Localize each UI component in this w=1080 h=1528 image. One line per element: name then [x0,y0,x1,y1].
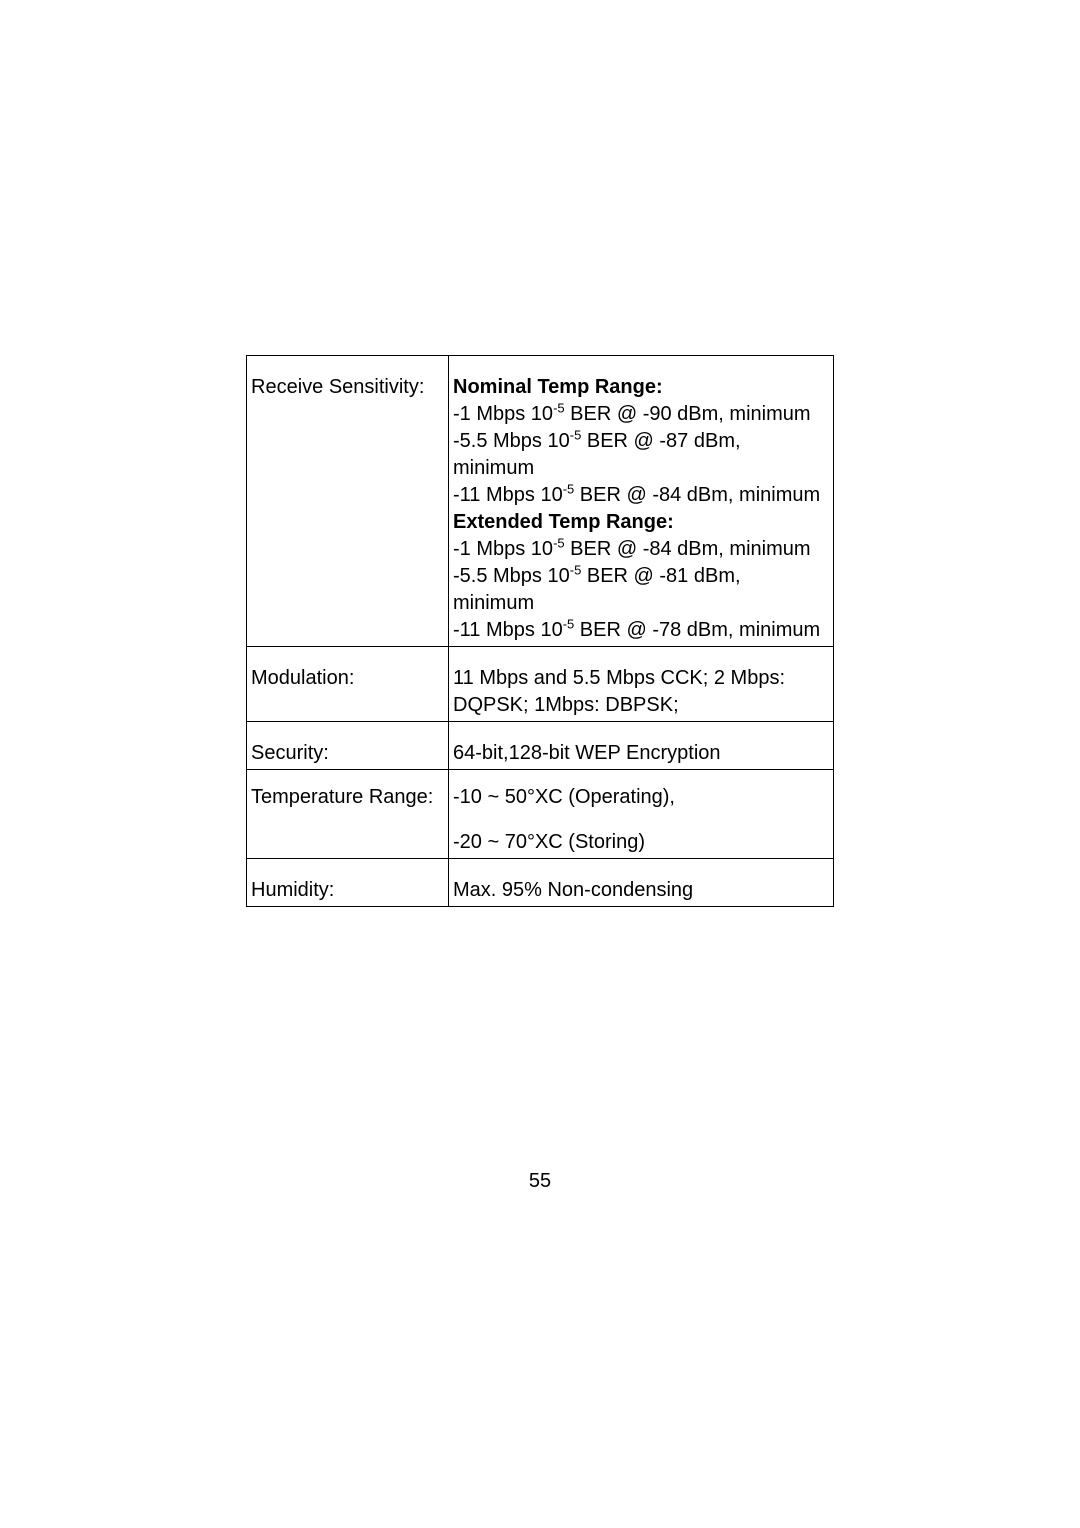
extended-line-3a: -11 Mbps 10 [453,619,563,641]
row-value-temperature: -10 ~ 50°XC (Operating), -20 ~ 70°XC (St… [449,770,834,859]
exponent: -5 [553,535,565,550]
nominal-line-3a: -11 Mbps 10 [453,484,563,506]
table-row: Modulation: 11 Mbps and 5.5 Mbps CCK; 2 … [247,647,834,722]
row-label-security: Security: [247,722,449,770]
row-value-humidity: Max. 95% Non-condensing [449,859,834,907]
heading-extended: Extended Temp Range: [453,511,674,533]
nominal-line-1a: -1 Mbps 10 [453,403,553,425]
row-label-modulation: Modulation: [247,647,449,722]
exponent: -5 [570,562,582,577]
nominal-line-2a: -5.5 Mbps 10 [453,430,570,452]
table-row: Humidity: Max. 95% Non-condensing [247,859,834,907]
table-row: Receive Sensitivity: Nominal Temp Range:… [247,356,834,647]
exponent: -5 [553,400,565,415]
nominal-line-1b: BER @ -90 dBm, minimum [565,403,811,425]
temperature-operating: -10 ~ 50°XC (Operating), [453,786,675,808]
page: Receive Sensitivity: Nominal Temp Range:… [0,0,1080,1528]
exponent: -5 [563,616,575,631]
table-row: Security: 64-bit,128-bit WEP Encryption [247,722,834,770]
row-value-modulation: 11 Mbps and 5.5 Mbps CCK; 2 Mbps: DQPSK;… [449,647,834,722]
spec-table: Receive Sensitivity: Nominal Temp Range:… [246,355,834,907]
extended-line-1a: -1 Mbps 10 [453,538,553,560]
exponent: -5 [570,427,582,442]
extended-line-3b: BER @ -78 dBm, minimum [574,619,820,641]
heading-nominal: Nominal Temp Range: [453,376,663,398]
nominal-line-3b: BER @ -84 dBm, minimum [574,484,820,506]
row-value-receive-sensitivity: Nominal Temp Range: -1 Mbps 10-5 BER @ -… [449,356,834,647]
page-number: 55 [0,1170,1080,1193]
row-value-security: 64-bit,128-bit WEP Encryption [449,722,834,770]
row-label-humidity: Humidity: [247,859,449,907]
extended-line-1b: BER @ -84 dBm, minimum [565,538,811,560]
table-row: Temperature Range: -10 ~ 50°XC (Operatin… [247,770,834,859]
extended-line-2a: -5.5 Mbps 10 [453,565,570,587]
temperature-storing: -20 ~ 70°XC (Storing) [453,831,645,853]
row-label-receive-sensitivity: Receive Sensitivity: [247,356,449,647]
exponent: -5 [563,481,575,496]
row-label-temperature: Temperature Range: [247,770,449,859]
